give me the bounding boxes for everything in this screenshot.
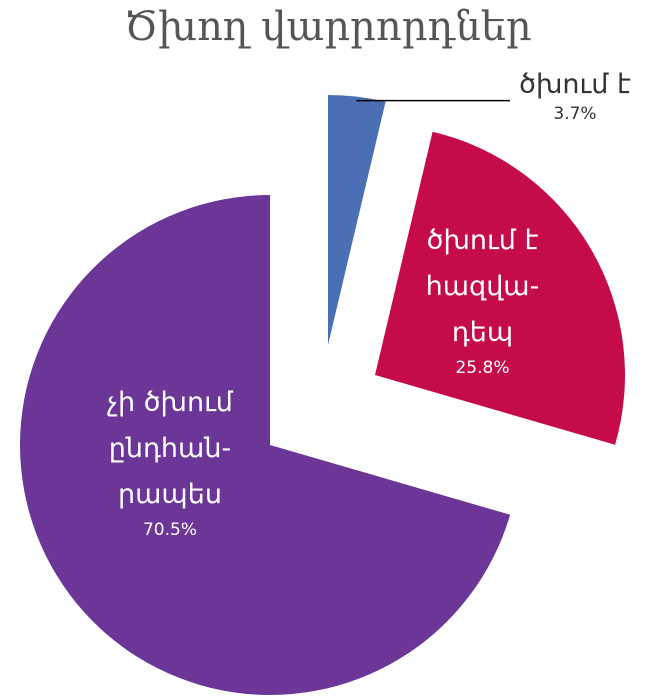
category-label: չի ծխում ընդհան-րապես: [107, 387, 233, 510]
category-label: ծխում է հազվա-դեպ: [425, 225, 540, 348]
category-label: ծխում է: [519, 69, 631, 100]
value-label: 3.7%: [553, 104, 597, 124]
slice-label: ծխում է հազվա-դեպ 25.8%: [395, 218, 570, 380]
slice-label: ծխում է 3.7%: [500, 68, 650, 126]
chart-title: Ծխող վարրորդներ: [124, 4, 532, 50]
pie-slice: [20, 195, 511, 695]
slice-label: չի ծխում ընդհան-րապես 70.5%: [95, 380, 245, 542]
value-label: 70.5%: [142, 520, 197, 540]
pie-slice: [375, 131, 625, 445]
pie-slice: [328, 95, 386, 345]
value-label: 25.8%: [455, 358, 510, 378]
